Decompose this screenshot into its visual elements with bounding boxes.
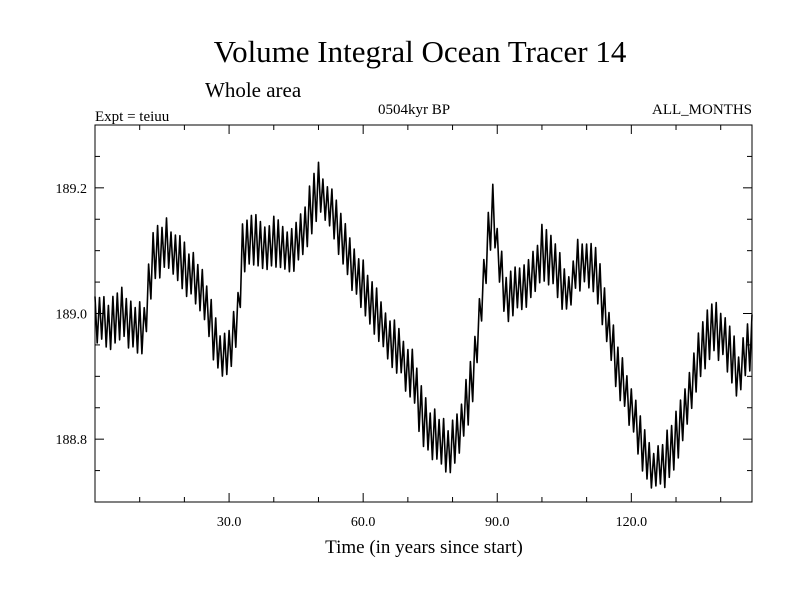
x-tick-label: 120.0 xyxy=(616,515,648,530)
series-line xyxy=(94,161,753,489)
chart-subtitle: Whole area xyxy=(205,78,302,102)
x-tick-label: 60.0 xyxy=(351,515,376,530)
chart-title: Volume Integral Ocean Tracer 14 xyxy=(214,34,627,69)
x-tick-label: 90.0 xyxy=(485,515,510,530)
x-tick-label: 30.0 xyxy=(217,515,242,530)
months-label: ALL_MONTHS xyxy=(652,102,752,118)
y-tick-label: 189.0 xyxy=(56,308,88,323)
y-tick-label: 189.2 xyxy=(56,182,88,197)
x-axis-label: Time (in years since start) xyxy=(325,537,523,558)
expt-label: Expt = teiuu xyxy=(95,109,170,125)
y-tick-label: 188.8 xyxy=(56,433,88,448)
period-label: 0504kyr BP xyxy=(378,102,450,118)
x-axis: 30.0 60.0 90.0 120.0 xyxy=(94,125,722,530)
y-axis: 188.8 189.0 189.2 xyxy=(56,124,752,503)
